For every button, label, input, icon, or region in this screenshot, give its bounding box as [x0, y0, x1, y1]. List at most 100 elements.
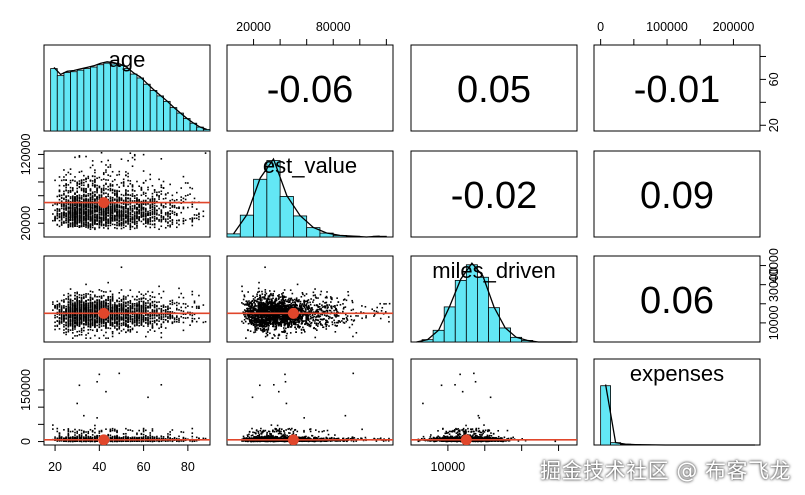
point — [127, 209, 129, 212]
point — [118, 327, 121, 330]
point — [94, 180, 96, 183]
point — [105, 207, 107, 210]
point — [138, 210, 140, 213]
point — [182, 207, 185, 210]
point — [125, 301, 127, 304]
point — [153, 296, 156, 299]
point — [122, 181, 125, 183]
point — [138, 200, 140, 203]
point — [131, 295, 134, 298]
point — [114, 208, 116, 210]
point — [80, 297, 83, 300]
point — [69, 179, 72, 182]
point — [63, 203, 65, 205]
point — [65, 204, 67, 206]
point — [67, 301, 70, 303]
point — [87, 325, 90, 328]
point — [164, 218, 167, 221]
point — [114, 194, 116, 196]
point — [91, 180, 94, 182]
point — [100, 302, 103, 305]
point — [140, 316, 143, 319]
point — [67, 329, 70, 331]
point — [120, 313, 123, 316]
point — [118, 325, 121, 328]
point — [142, 309, 145, 312]
point — [105, 302, 107, 305]
point — [67, 303, 70, 306]
point — [89, 199, 92, 202]
point — [127, 314, 129, 316]
point — [364, 305, 367, 308]
point — [263, 324, 266, 327]
point — [120, 266, 123, 269]
point — [153, 206, 156, 209]
point — [96, 223, 98, 226]
point — [54, 304, 56, 307]
point — [96, 209, 98, 212]
point — [114, 325, 116, 328]
point — [198, 218, 200, 221]
point — [107, 295, 109, 298]
point — [116, 196, 118, 198]
point — [182, 197, 185, 200]
point — [127, 217, 129, 220]
point — [149, 322, 152, 325]
point — [122, 203, 125, 205]
point — [96, 177, 98, 180]
point — [60, 306, 63, 309]
point — [71, 212, 74, 215]
point — [151, 212, 154, 214]
point — [140, 214, 143, 217]
point — [109, 307, 112, 310]
point — [65, 189, 67, 191]
point — [204, 320, 207, 323]
point — [167, 211, 169, 214]
point — [100, 329, 103, 331]
point — [198, 216, 200, 218]
point — [319, 293, 322, 296]
point — [74, 311, 76, 313]
point — [91, 196, 94, 198]
point — [87, 200, 90, 203]
point — [156, 193, 158, 196]
point — [191, 317, 194, 320]
point — [111, 198, 114, 201]
point — [91, 226, 94, 229]
point — [118, 209, 121, 211]
point — [83, 181, 85, 184]
point — [80, 296, 83, 299]
point — [63, 213, 65, 216]
point — [54, 218, 56, 220]
point — [164, 308, 167, 311]
point — [71, 316, 74, 319]
point — [105, 337, 107, 339]
point — [189, 218, 191, 220]
point — [147, 331, 149, 333]
point — [67, 309, 70, 312]
point — [78, 311, 81, 313]
point — [195, 307, 198, 309]
point — [76, 330, 78, 333]
point — [52, 204, 54, 207]
point — [91, 182, 94, 185]
point — [160, 336, 163, 339]
point — [158, 220, 160, 222]
point — [91, 315, 94, 318]
point — [125, 196, 127, 199]
point — [274, 335, 276, 337]
point — [268, 298, 270, 301]
point — [76, 222, 78, 224]
point — [202, 210, 205, 213]
point — [191, 224, 194, 227]
point — [169, 217, 171, 219]
point — [100, 301, 103, 303]
point — [98, 176, 101, 179]
point — [131, 209, 134, 211]
point — [109, 197, 112, 200]
point — [69, 218, 72, 220]
point — [89, 321, 92, 323]
point — [71, 214, 74, 216]
point — [109, 316, 112, 318]
point — [151, 216, 154, 218]
